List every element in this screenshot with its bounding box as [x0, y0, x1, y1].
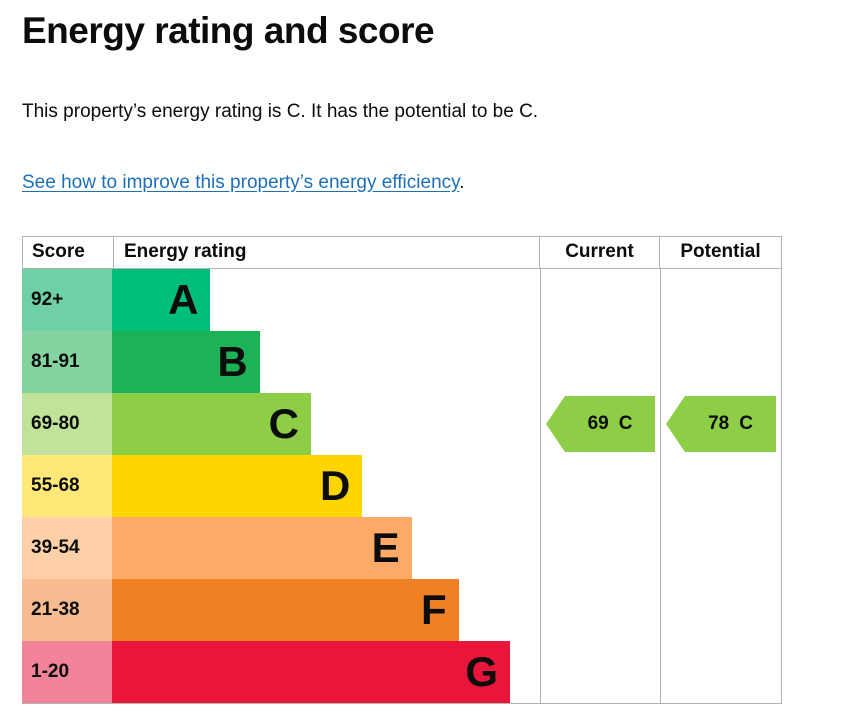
- band-bar: E: [112, 516, 412, 579]
- current-rating-value: 69: [587, 412, 609, 434]
- epc-header-row: Score Energy rating Current Potential: [22, 235, 782, 269]
- potential-cell: [660, 330, 782, 393]
- band-score: 1-20: [22, 640, 112, 703]
- band-letter: C: [268, 399, 300, 447]
- band-letter: E: [371, 523, 400, 571]
- epc-band-row-e: 39-54 E: [22, 516, 782, 579]
- current-cell: 69 C: [540, 392, 660, 455]
- band-letter: A: [168, 275, 199, 323]
- header-potential: Potential: [659, 236, 781, 268]
- current-cell: [540, 330, 660, 393]
- epc-band-row-b: 81-91 B: [22, 330, 782, 393]
- intro-text: This property’s energy rating is C. It h…: [22, 101, 539, 122]
- header-energy-rating: Energy rating: [113, 236, 539, 268]
- potential-cell: [660, 640, 782, 703]
- header-score: Score: [32, 241, 85, 263]
- epc-band-row-c: 69-80 C 69 C 78 C: [22, 392, 782, 455]
- epc-band-row-f: 21-38 F: [22, 578, 782, 641]
- band-letter: G: [465, 647, 499, 695]
- current-cell: [540, 640, 660, 703]
- band-score: 92+: [22, 268, 112, 331]
- current-cell: [540, 454, 660, 517]
- page-title: Energy rating and score: [22, 10, 435, 51]
- band-score: 55-68: [22, 454, 112, 517]
- current-rating-arrow: 69 C: [546, 395, 655, 452]
- band-bar: D: [112, 454, 363, 517]
- current-cell: [540, 578, 660, 641]
- epc-chart: Score Energy rating Current Potential 92…: [22, 235, 782, 704]
- band-bar: G: [112, 640, 511, 703]
- band-score: 39-54: [22, 516, 112, 579]
- current-cell: [540, 516, 660, 579]
- potential-cell: [660, 454, 782, 517]
- band-letter: B: [217, 337, 248, 385]
- band-bar: A: [112, 268, 211, 331]
- potential-cell: [660, 268, 782, 331]
- potential-rating-arrow: 78 C: [666, 395, 776, 452]
- band-bar: C: [112, 392, 312, 455]
- potential-cell: 78 C: [660, 392, 782, 455]
- epc-band-row-g: 1-20 G: [22, 640, 782, 703]
- band-score: 81-91: [22, 330, 112, 393]
- epc-band-row-d: 55-68 D: [22, 454, 782, 517]
- band-letter: D: [320, 461, 351, 509]
- band-bar: B: [112, 330, 260, 393]
- link-suffix: .: [459, 171, 465, 193]
- potential-rating-value: 78: [708, 412, 730, 434]
- current-cell: [540, 268, 660, 331]
- page: Energy rating and score This property’s …: [22, 10, 782, 704]
- potential-cell: [660, 578, 782, 641]
- current-rating-band: C: [618, 412, 633, 434]
- band-bar: F: [112, 578, 459, 641]
- band-letter: F: [421, 585, 447, 633]
- band-score: 21-38: [22, 578, 112, 641]
- improve-efficiency-link[interactable]: See how to improve this property’s energ…: [22, 171, 460, 193]
- link-line: See how to improve this property’s energ…: [22, 172, 782, 194]
- band-score: 69-80: [22, 392, 112, 455]
- potential-rating-band: C: [739, 412, 753, 434]
- epc-body: 92+ A 81-91 B 69-80 C 69 C: [22, 268, 782, 704]
- header-current: Current: [539, 236, 659, 268]
- epc-band-row-a: 92+ A: [22, 268, 782, 331]
- potential-cell: [660, 516, 782, 579]
